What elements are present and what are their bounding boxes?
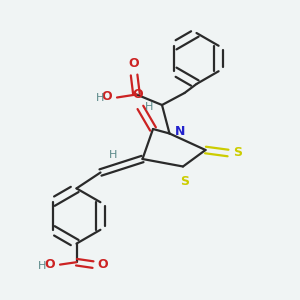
Text: S: S: [233, 146, 242, 159]
Text: O: O: [128, 57, 139, 70]
Text: H: H: [96, 93, 104, 103]
Text: O: O: [45, 258, 55, 271]
Text: H: H: [38, 261, 46, 271]
Text: H: H: [109, 150, 117, 160]
Text: N: N: [175, 124, 185, 138]
Text: O: O: [133, 88, 143, 101]
Text: O: O: [98, 258, 108, 271]
Text: O: O: [102, 90, 112, 104]
Text: H: H: [145, 101, 153, 112]
Text: S: S: [180, 175, 189, 188]
